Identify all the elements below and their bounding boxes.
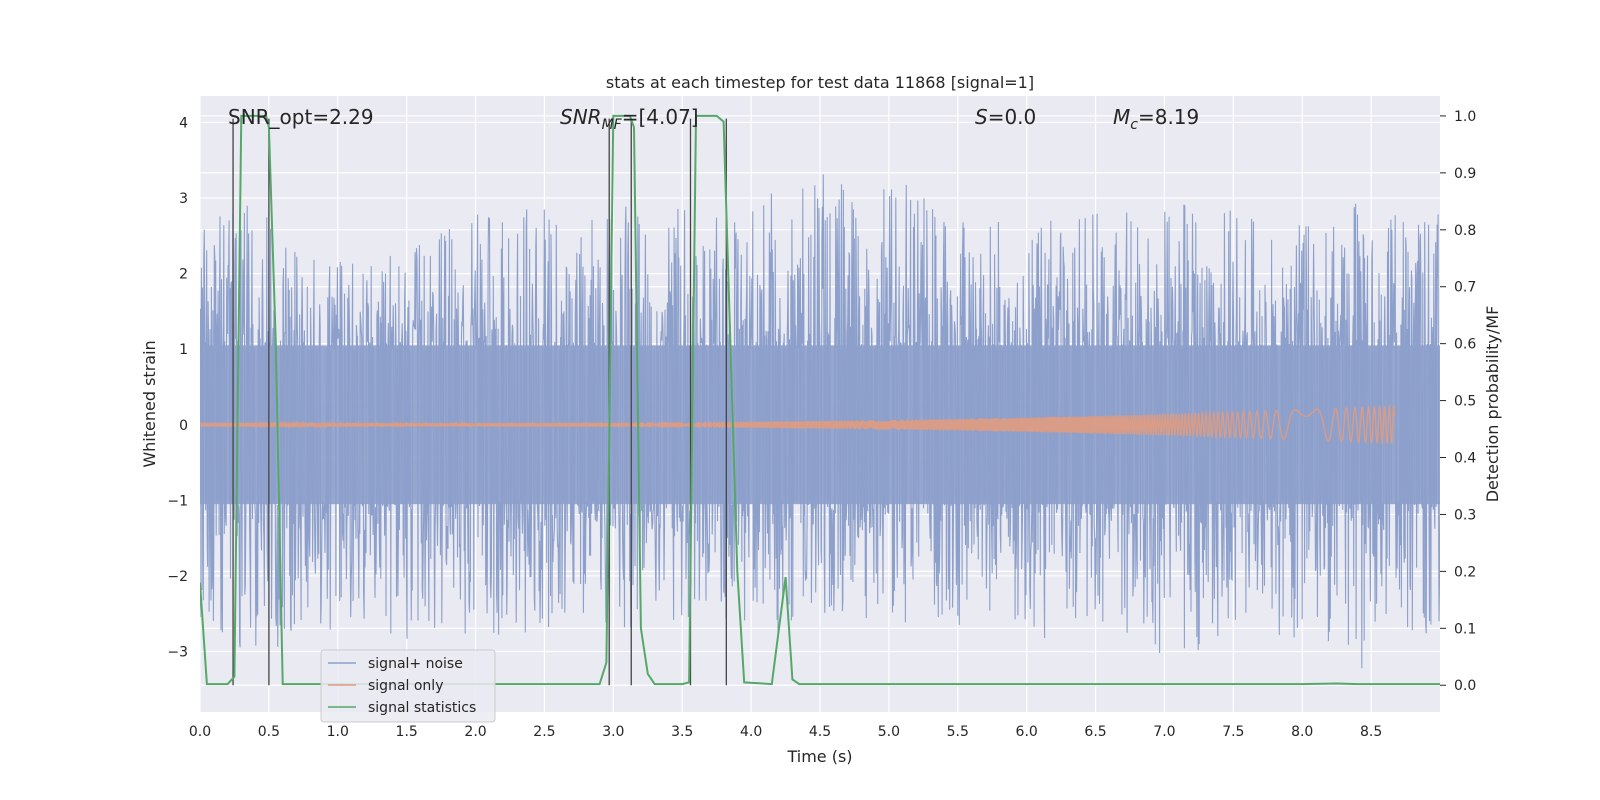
y-axis-right: 0.0 0.1 0.2 0.3 0.4 0.5 0.6 0.7 0.8 0.9 1.0 <box>1440 109 1476 694</box>
annotation-s-rest: =0.0 <box>988 105 1037 129</box>
y-left-tick-label: 0 <box>179 418 188 434</box>
x-tick-label: 7.0 <box>1153 724 1175 740</box>
x-tick-label: 2.0 <box>464 724 486 740</box>
y-right-tick-label: 1.0 <box>1454 109 1476 125</box>
signal-only-series <box>200 404 1396 446</box>
x-tick-label: 3.0 <box>602 724 624 740</box>
chart-title: stats at each timestep for test data 118… <box>606 73 1034 92</box>
x-tick-label: 1.5 <box>396 724 418 740</box>
x-tick-label: 8.5 <box>1360 724 1382 740</box>
y-left-tick-label: −2 <box>167 569 188 585</box>
x-tick-label: 5.5 <box>947 724 969 740</box>
y-left-tick-label: −1 <box>167 493 188 509</box>
signal-only-line <box>200 404 1396 446</box>
annotation-snr-mf-rest: =[4.07] <box>622 105 699 129</box>
signal-statistics-series <box>200 114 1440 686</box>
y-right-tick-label: 0.6 <box>1454 337 1476 353</box>
x-tick-label: 6.0 <box>1016 724 1038 740</box>
y-right-tick-label: 0.7 <box>1454 280 1476 296</box>
x-tick-label: 3.5 <box>671 724 693 740</box>
y-right-tick-label: 0.5 <box>1454 394 1476 410</box>
y-right-tick-label: 0.2 <box>1454 564 1476 580</box>
annotation-snr-mf: SNRMF=[4.07] <box>560 105 699 133</box>
annotation-snr-mf-sub: MF <box>602 117 623 133</box>
y-left-tick-label: 4 <box>179 115 188 131</box>
x-axis-label: Time (s) <box>786 747 852 766</box>
y-axis-right-label: Detection probability/MF <box>1483 306 1502 503</box>
annotation-mc: Mc=8.19 <box>1113 105 1199 133</box>
legend-box <box>320 649 496 723</box>
y-right-tick-label: 0.0 <box>1454 678 1476 694</box>
annotation-mc-rest: =8.19 <box>1138 105 1199 129</box>
x-axis: 0.0 0.5 1.0 1.5 2.0 2.5 3.0 3.5 4.0 4.5 5.0 5.5 6.0 6… <box>189 724 1382 740</box>
y-right-tick-label: 0.1 <box>1454 621 1476 637</box>
annotation-s: S=0.0 <box>975 105 1036 129</box>
y-left-tick-label: 2 <box>179 267 188 283</box>
annotation-s-var: S <box>975 105 988 129</box>
y-left-tick-label: 3 <box>179 191 188 207</box>
x-tick-label: 6.5 <box>1084 724 1106 740</box>
x-tick-label: 1.0 <box>327 724 349 740</box>
annotation-snr-mf-base: SNR <box>560 105 602 129</box>
y-right-tick-label: 0.9 <box>1454 166 1476 182</box>
legend-label-signal-noise: signal+ noise <box>368 656 463 672</box>
x-tick-label: 4.0 <box>740 724 762 740</box>
y-axis-left: −3 −2 −1 0 1 2 3 4 <box>167 115 188 660</box>
y-left-tick-label: 1 <box>179 342 188 358</box>
annotation-snr-opt: SNR_opt=2.29 <box>228 105 374 129</box>
legend-label-signal-statistics: signal statistics <box>368 700 476 716</box>
y-right-tick-label: 0.8 <box>1454 223 1476 239</box>
x-tick-label: 2.5 <box>533 724 555 740</box>
y-left-tick-label: −3 <box>167 645 188 661</box>
y-right-tick-label: 0.3 <box>1454 507 1476 523</box>
annotation-mc-sub: c <box>1130 117 1138 133</box>
annotation-mc-var: M <box>1113 105 1130 129</box>
y-axis-left-label: Whitened strain <box>140 340 159 467</box>
x-tick-label: 5.0 <box>878 724 900 740</box>
legend-label-signal-only: signal only <box>368 678 443 694</box>
x-tick-label: 0.0 <box>189 724 211 740</box>
signal-noise-line <box>200 174 1440 669</box>
legend: signal+ noise signal only signal statist… <box>320 649 496 723</box>
signal-statistics-line <box>200 114 1440 686</box>
x-tick-label: 4.5 <box>809 724 831 740</box>
x-tick-label: 0.5 <box>258 724 280 740</box>
x-tick-label: 7.5 <box>1222 724 1244 740</box>
y-right-tick-label: 0.4 <box>1454 451 1476 467</box>
x-tick-label: 8.0 <box>1291 724 1313 740</box>
